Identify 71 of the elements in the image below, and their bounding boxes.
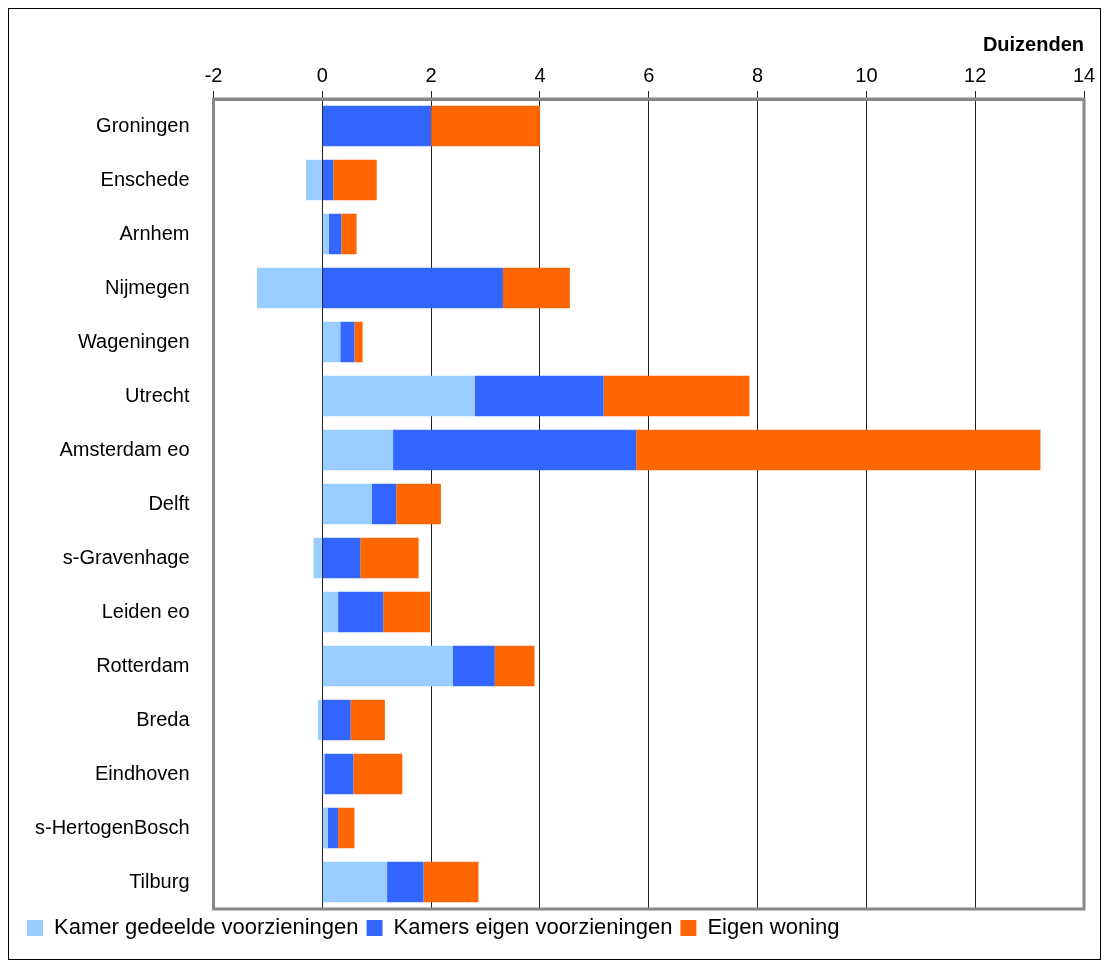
bar <box>327 807 339 849</box>
y-tick-label: Groningen <box>96 113 190 136</box>
bar <box>317 699 322 741</box>
y-tick-label: Delft <box>148 491 190 514</box>
bar <box>387 861 424 903</box>
x-axis-title: Duizenden <box>982 32 1084 55</box>
y-tick-label: Nijmegen <box>105 275 190 298</box>
bar <box>494 645 535 687</box>
bar <box>502 267 570 309</box>
bar <box>322 213 329 255</box>
bar <box>324 753 354 795</box>
x-tick-label: 2 <box>425 63 437 86</box>
bar <box>371 483 397 525</box>
bar <box>322 429 394 471</box>
y-tick-label: Tilburg <box>129 869 190 892</box>
bar <box>452 645 495 687</box>
legend-label: Kamer gedeelde voorzieningen <box>54 914 359 940</box>
bar <box>322 105 432 147</box>
bar <box>322 321 341 363</box>
y-tick-label: Arnhem <box>119 221 190 244</box>
bar <box>354 321 363 363</box>
y-tick-label: Breda <box>136 707 191 730</box>
x-tick-label: 6 <box>643 63 655 86</box>
x-tick-label: 10 <box>855 63 878 86</box>
legend-label: Eigen woning <box>707 914 840 940</box>
bar <box>257 267 322 309</box>
bar <box>340 321 355 363</box>
x-tick-label: 4 <box>534 63 546 86</box>
legend-label: Kamers eigen voorzieningen <box>393 914 673 940</box>
bar <box>322 483 372 525</box>
bar <box>423 861 479 903</box>
y-tick-label: Utrecht <box>125 383 190 406</box>
bar <box>338 591 384 633</box>
bar <box>383 591 431 633</box>
x-tick-label: 12 <box>964 63 987 86</box>
x-tick-label: 8 <box>752 63 764 86</box>
bar <box>322 537 361 579</box>
bar <box>322 591 339 633</box>
bar <box>353 753 403 795</box>
bar <box>636 429 1041 471</box>
bar <box>322 861 388 903</box>
y-tick-label: Amsterdam eo <box>59 437 190 460</box>
y-tick-label: s-Gravenhage <box>62 545 190 568</box>
bar <box>603 375 750 417</box>
x-tick-label: 14 <box>1072 63 1096 86</box>
bar <box>322 375 475 417</box>
bar <box>341 213 357 255</box>
y-tick-label: Eindhoven <box>94 761 190 784</box>
bar <box>333 159 377 201</box>
y-tick-label: Enschede <box>100 167 190 190</box>
x-tick-label: -2 <box>204 63 223 86</box>
bar <box>474 375 604 417</box>
bar <box>360 537 419 579</box>
y-tick-label: Wageningen <box>77 329 190 352</box>
x-tick-label: 0 <box>316 63 328 86</box>
bar <box>396 483 441 525</box>
bar <box>313 537 322 579</box>
bar <box>322 807 328 849</box>
bar <box>393 429 637 471</box>
y-tick-label: Rotterdam <box>96 653 190 676</box>
bar <box>322 699 351 741</box>
bar <box>322 159 334 201</box>
bar <box>306 159 322 201</box>
bar <box>328 213 342 255</box>
bar <box>322 267 503 309</box>
y-tick-label: Leiden eo <box>101 599 190 622</box>
bar <box>338 807 355 849</box>
bar <box>322 645 453 687</box>
y-tick-label: s-HertogenBosch <box>34 815 190 838</box>
bar <box>350 699 385 741</box>
bar <box>431 105 540 147</box>
